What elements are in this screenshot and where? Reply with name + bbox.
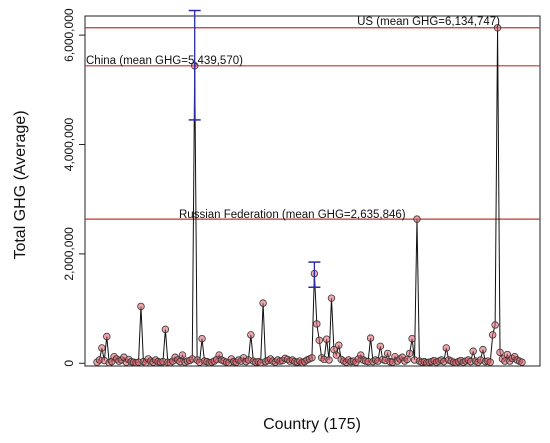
y-tick-label: 0 — [62, 360, 76, 367]
data-point — [325, 356, 333, 364]
data-point — [408, 334, 416, 343]
data-point — [315, 336, 323, 344]
reference-labels: US (mean GHG=6,134,747) China (mean GHG=5… — [86, 16, 500, 221]
data-point — [376, 342, 385, 351]
data-point — [103, 332, 111, 341]
data-point — [405, 349, 414, 358]
reference-label: Russian Federation (mean GHG=2,635,846) — [179, 209, 406, 221]
data-point — [403, 355, 411, 364]
data-markers — [93, 24, 526, 367]
y-tick-label: 2,000,000 — [62, 227, 76, 281]
data-point — [518, 358, 526, 366]
data-point — [308, 354, 316, 362]
data-point — [178, 351, 187, 359]
y-axis-title: Total GHG (Average) — [12, 110, 29, 259]
reference-label: US (mean GHG=6,134,747) — [357, 16, 500, 28]
data-point — [503, 350, 512, 359]
data-point — [322, 335, 331, 343]
y-tick-label: 6,000,000 — [62, 8, 76, 62]
data-point — [488, 331, 497, 339]
error-bars — [188, 9, 321, 288]
plot-frame — [84, 15, 541, 367]
reference-lines — [85, 27, 540, 220]
series-path — [96, 27, 523, 364]
data-point — [332, 351, 341, 359]
reference-label: China (mean GHG=5,439,570) — [86, 55, 243, 67]
data-point — [491, 321, 499, 329]
data-point — [259, 299, 267, 307]
data-point — [366, 334, 375, 342]
data-point — [198, 334, 206, 343]
data-point — [479, 345, 487, 354]
data-point — [442, 344, 450, 352]
data-point — [335, 341, 343, 349]
data-point — [383, 349, 392, 358]
data-point — [413, 215, 421, 223]
data-point — [493, 24, 502, 32]
data-point — [98, 344, 106, 352]
data-point — [137, 302, 145, 311]
y-tick-label: 4,000,000 — [62, 118, 76, 172]
data-point — [496, 348, 504, 357]
data-point — [469, 347, 477, 355]
series-line — [96, 27, 523, 364]
x-axis-title: Country (175) — [263, 416, 361, 433]
data-point — [327, 294, 336, 302]
data-point — [486, 358, 494, 366]
y-axis: 0 2,000,000 4,000,000 6,000,000 — [62, 8, 85, 367]
data-point — [313, 320, 321, 328]
data-point — [161, 325, 170, 334]
data-point — [247, 331, 255, 339]
